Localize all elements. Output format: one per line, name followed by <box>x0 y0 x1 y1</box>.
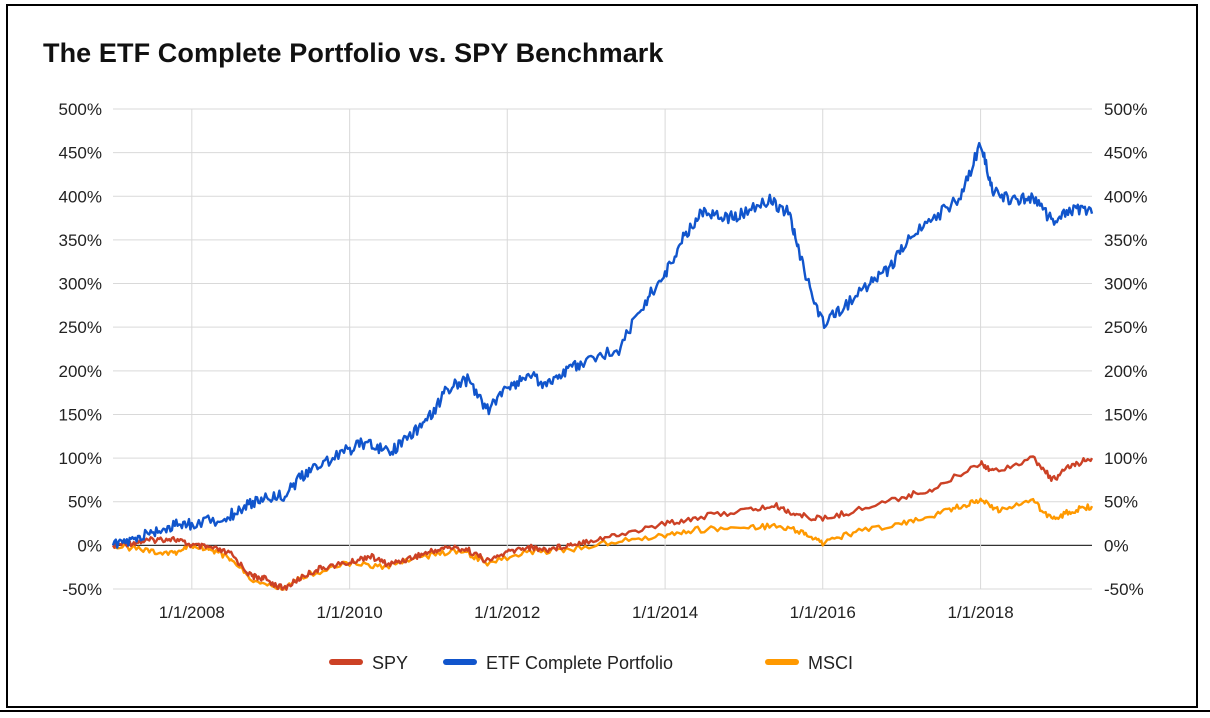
series-line-etf-complete-portfolio <box>111 141 1094 549</box>
y-tick-label-left: 0% <box>77 536 102 555</box>
y-tick-label-right: 150% <box>1104 405 1147 424</box>
series-line-msci <box>112 497 1094 591</box>
y-tick-label-left: 200% <box>59 362 102 381</box>
y-tick-label-left: 300% <box>59 275 102 294</box>
y-tick-label-right: 300% <box>1104 275 1147 294</box>
y-tick-label-left: 150% <box>59 405 102 424</box>
x-tick-label: 1/1/2018 <box>947 603 1013 622</box>
legend-label: SPY <box>372 653 408 673</box>
legend-label: ETF Complete Portfolio <box>486 653 673 673</box>
y-tick-label-right: 400% <box>1104 187 1147 206</box>
x-tick-label: 1/1/2016 <box>790 603 856 622</box>
y-tick-label-right: 450% <box>1104 144 1147 163</box>
y-tick-label-right: 50% <box>1104 493 1138 512</box>
x-tick-label: 1/1/2008 <box>159 603 225 622</box>
y-tick-label-right: 250% <box>1104 318 1147 337</box>
y-tick-label-right: 500% <box>1104 100 1147 119</box>
y-tick-label-left: 50% <box>68 493 102 512</box>
series-line-spy <box>111 455 1094 591</box>
y-tick-label-left: -50% <box>62 580 102 599</box>
chart-title: The ETF Complete Portfolio vs. SPY Bench… <box>43 38 664 68</box>
x-tick-label: 1/1/2010 <box>317 603 383 622</box>
y-tick-label-left: 400% <box>59 187 102 206</box>
y-tick-label-right: 350% <box>1104 231 1147 250</box>
y-tick-label-left: 100% <box>59 449 102 468</box>
y-tick-label-right: -50% <box>1104 580 1144 599</box>
legend-label: MSCI <box>808 653 853 673</box>
y-tick-label-left: 250% <box>59 318 102 337</box>
x-tick-label: 1/1/2014 <box>632 603 698 622</box>
y-tick-label-right: 100% <box>1104 449 1147 468</box>
y-tick-label-right: 200% <box>1104 362 1147 381</box>
y-tick-label-right: 0% <box>1104 536 1129 555</box>
y-tick-label-left: 450% <box>59 144 102 163</box>
x-tick-label: 1/1/2012 <box>474 603 540 622</box>
y-tick-label-left: 350% <box>59 231 102 250</box>
y-tick-label-left: 500% <box>59 100 102 119</box>
frame-bottom-edge <box>0 710 1210 712</box>
